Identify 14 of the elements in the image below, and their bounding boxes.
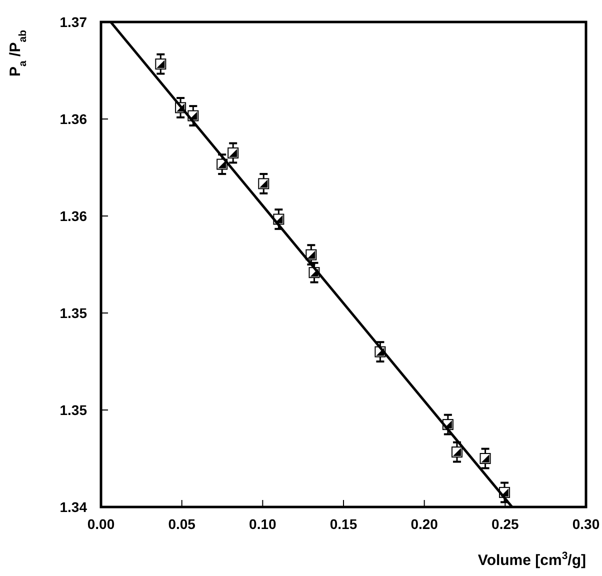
- x-tick-label: 0.20: [410, 516, 438, 532]
- x-axis-title: Volume [cm$^{3}$/g]: [478, 550, 586, 569]
- y-tick-label: 1.37: [60, 14, 88, 30]
- y-tick-label: 1.34: [60, 499, 88, 515]
- x-tick-label: 0.30: [572, 516, 600, 532]
- x-tick-label: 0.00: [87, 516, 115, 532]
- y-tick-label: 1.36: [60, 208, 88, 224]
- x-tick-label: 0.05: [168, 516, 196, 532]
- y-tick-label: 1.35: [60, 402, 88, 418]
- y-tick-label: 1.35: [60, 305, 88, 321]
- y-tick-label: 1.36: [60, 111, 88, 127]
- x-tick-label: 0.25: [492, 516, 520, 532]
- x-tick-label: 0.10: [249, 516, 277, 532]
- x-tick-label: 0.15: [330, 516, 358, 532]
